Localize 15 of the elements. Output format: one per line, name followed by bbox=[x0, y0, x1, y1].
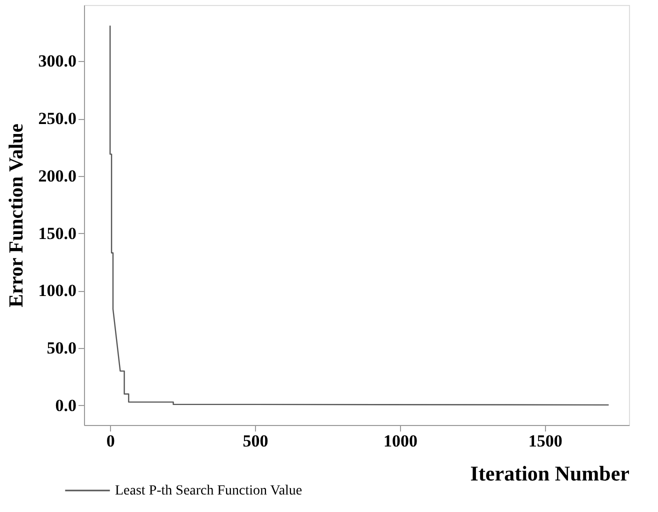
x-tick-label: 0 bbox=[106, 432, 115, 450]
y-tick-label: 100.0 bbox=[38, 281, 76, 300]
legend-label: Least P-th Search Function Value bbox=[115, 484, 302, 498]
y-tick-label: 0.0 bbox=[55, 396, 76, 415]
y-tick-label: 50.0 bbox=[46, 338, 76, 358]
y-tick-label: 150.0 bbox=[38, 224, 76, 243]
y-tick-label: 200.0 bbox=[38, 166, 76, 186]
x-tick-label: 1000 bbox=[383, 432, 418, 450]
y-tick-label: 300.0 bbox=[38, 52, 76, 71]
y-axis-title: Error Function Value bbox=[5, 124, 28, 308]
x-tick-label: 500 bbox=[242, 432, 268, 450]
line-series bbox=[109, 25, 610, 406]
x-axis-title: Iteration Number bbox=[470, 462, 630, 486]
x-tick-label: 1500 bbox=[528, 432, 562, 450]
y-tick-label: 250.0 bbox=[38, 109, 76, 128]
